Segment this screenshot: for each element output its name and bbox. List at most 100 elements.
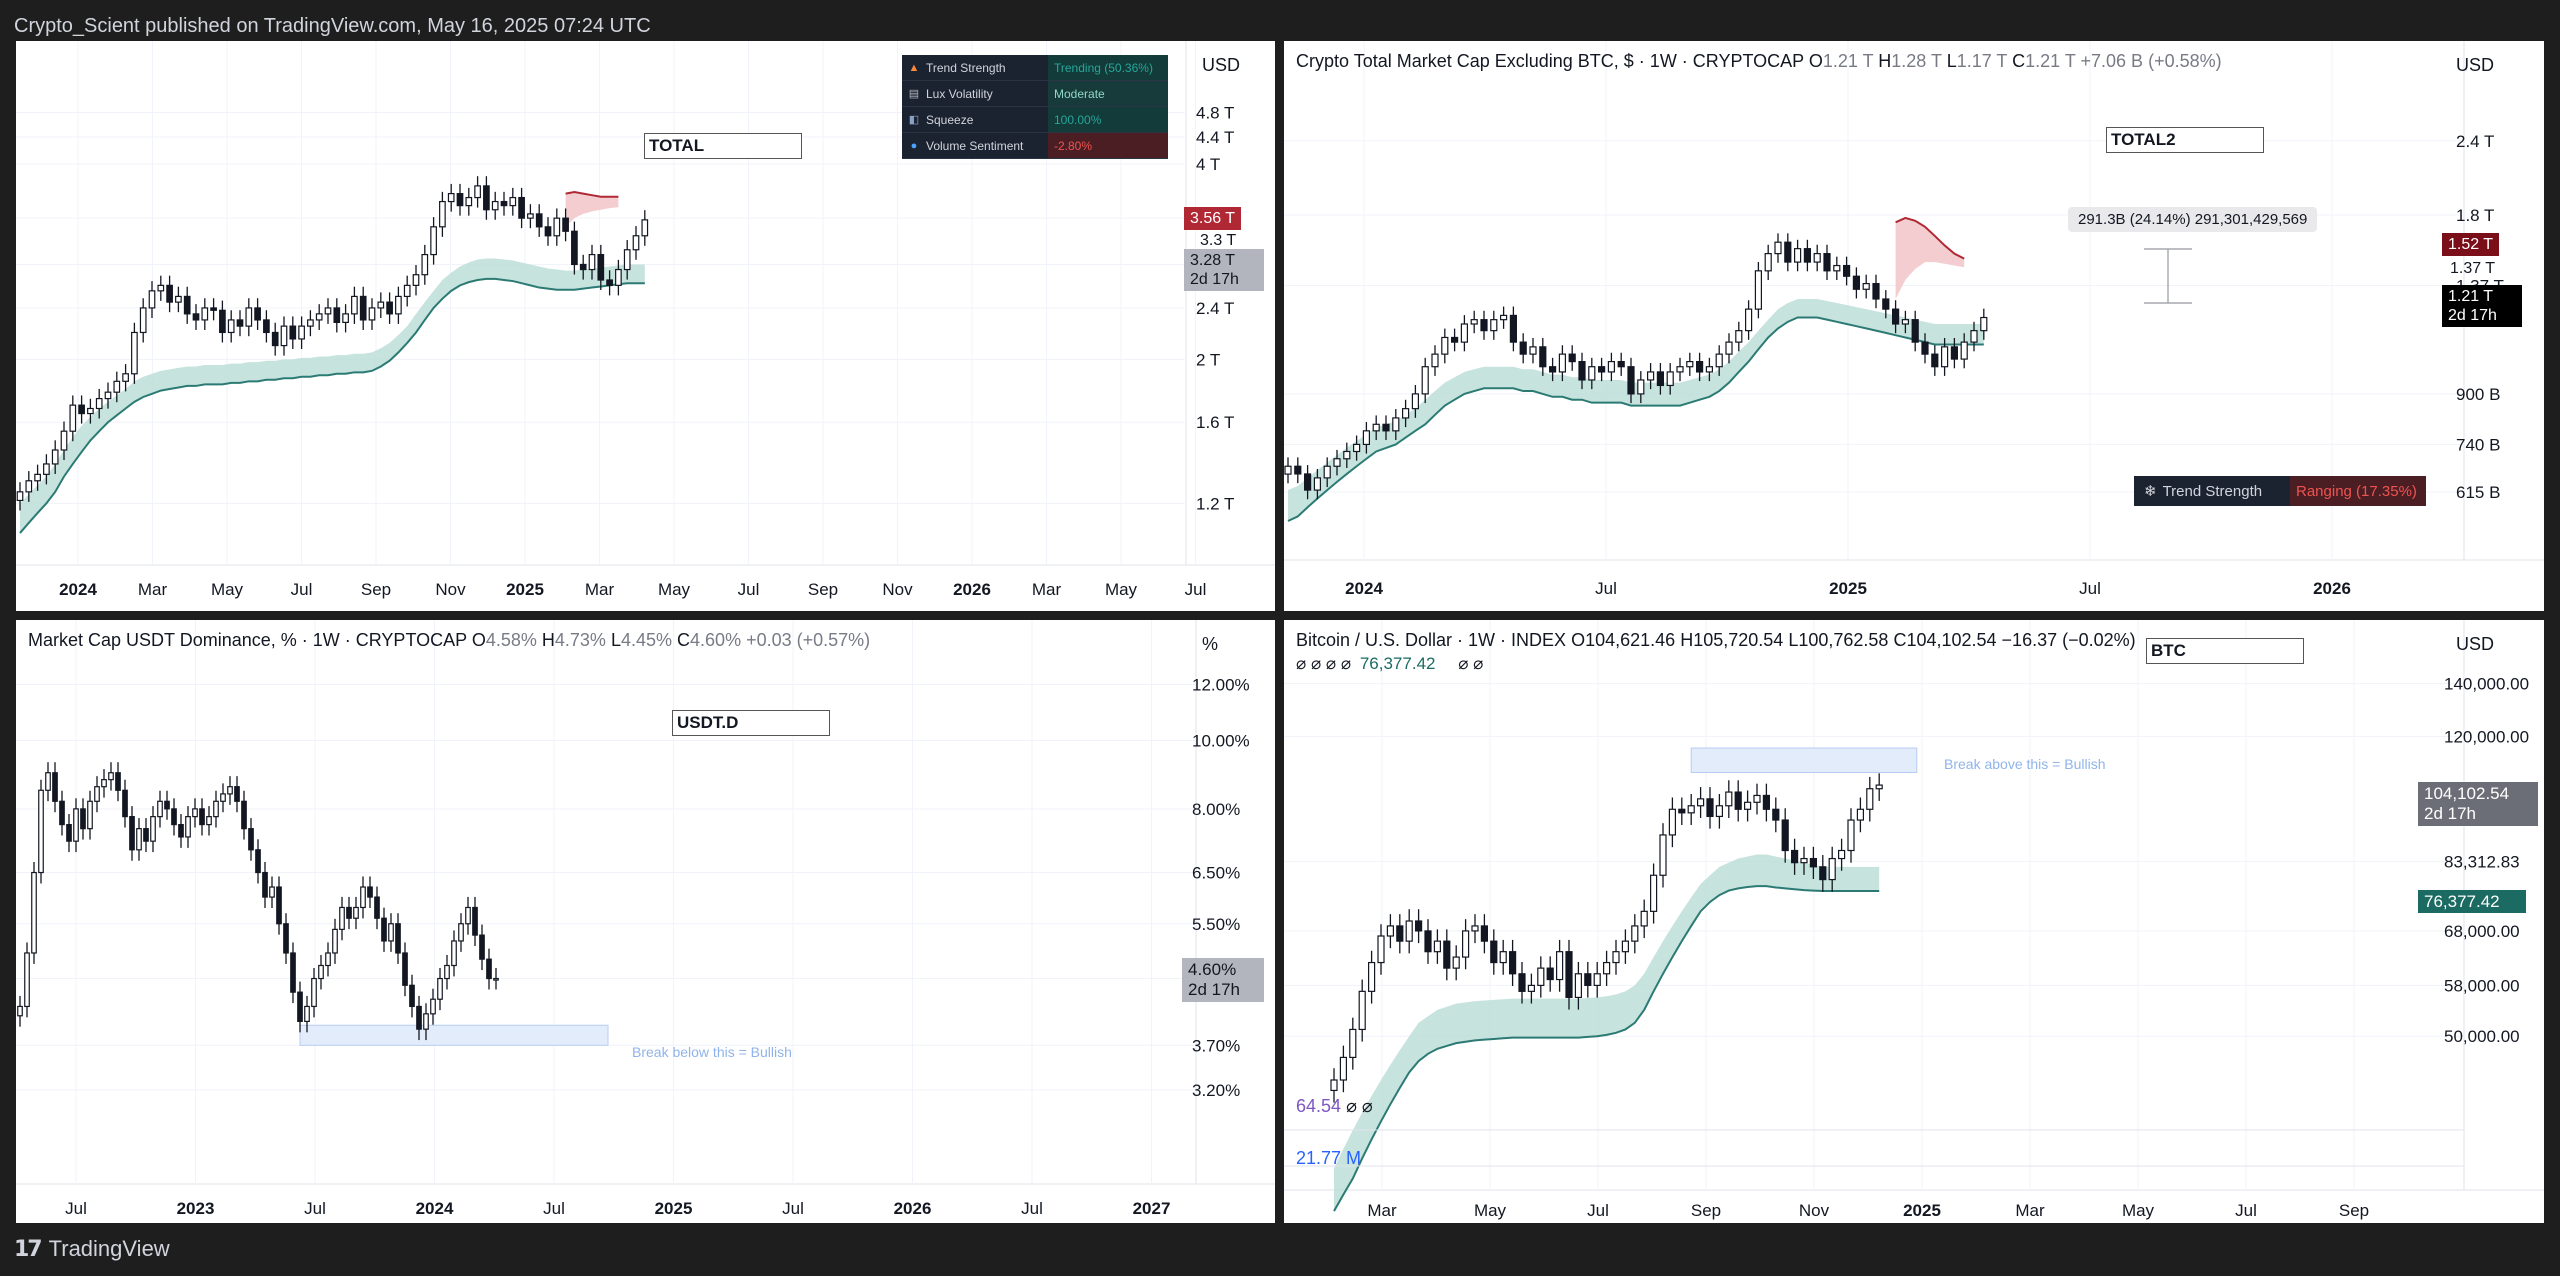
candle <box>66 823 72 842</box>
chart-panel-usdtd[interactable]: Jul 2023 Jul 2024 Jul 2025 Jul 2026 Jul 2027 12.00… <box>16 620 1275 1223</box>
trend-band <box>20 258 645 534</box>
candle <box>456 193 464 207</box>
candle <box>509 196 517 207</box>
tradingview-logo[interactable]: 17 TradingView <box>14 1236 170 1262</box>
publish-text: Crypto_Scient published on TradingView.c… <box>14 15 651 37</box>
candle <box>412 274 420 286</box>
candle <box>1441 336 1449 355</box>
chart-total-svg[interactable]: 2024 Mar May Jul Sep Nov 2025 Mar May Jul Sep Nov 20… <box>16 41 1275 611</box>
candle <box>1537 967 1545 986</box>
candle <box>1330 1079 1338 1092</box>
annotation-zone <box>1690 747 1918 773</box>
candle <box>1734 791 1742 810</box>
brand-text: TradingView <box>48 1236 170 1261</box>
x-tick-label: Jul <box>2235 1201 2257 1220</box>
candle <box>332 928 338 954</box>
candle <box>1621 940 1629 953</box>
candle <box>131 331 138 375</box>
price-tag-value: 104,102.54 <box>2424 784 2510 803</box>
measure-label: 291.3B (24.14%) 291,301,429,569 <box>2068 207 2318 232</box>
candle <box>518 196 525 219</box>
candle <box>447 193 455 203</box>
chart-total2-svg[interactable]: 2024 Jul 2025 Jul 2026 2.4 T 1.8 T 1.37 T 900 B 7… <box>1284 41 2544 611</box>
candle <box>52 772 58 802</box>
candle <box>1753 794 1761 803</box>
candle <box>351 295 358 315</box>
candle <box>113 380 121 393</box>
candle <box>1891 308 1900 325</box>
chart-usdtd-svg[interactable]: Jul 2023 Jul 2024 Jul 2025 Jul 2026 Jul 2027 12.00… <box>16 620 1275 1223</box>
candle <box>1800 857 1808 864</box>
chart-panel-total[interactable]: 2024 Mar May Jul Sep Nov 2025 Mar May Jul Sep Nov 20… <box>16 41 1275 611</box>
candle <box>359 295 367 321</box>
currency-label[interactable]: % <box>1202 634 1219 654</box>
candle <box>1882 298 1890 310</box>
y-tick-label: 1.6 T <box>1196 413 1234 432</box>
candle <box>465 196 473 207</box>
chart-btc-svg[interactable]: Mar May Jul Sep Nov 2025 Mar May Jul Sep 140,000.0… <box>1284 620 2544 1223</box>
candle <box>289 325 297 340</box>
candle <box>416 1005 422 1030</box>
candle <box>1828 857 1836 881</box>
indicator-row-volume: ● Volume Sentiment -2.80% <box>902 133 1168 159</box>
chart-panel-total2[interactable]: 2024 Jul 2025 Jul 2026 2.4 T 1.8 T 1.37 T 900 B 7… <box>1284 41 2544 611</box>
symbol-label-total: TOTAL <box>644 133 802 159</box>
candle <box>395 295 402 315</box>
candle <box>171 808 177 826</box>
candle <box>386 301 393 315</box>
x-tick-label: Mar <box>1367 1201 1397 1220</box>
symbol-label-btc: BTC <box>2146 638 2304 664</box>
candle <box>157 800 163 818</box>
x-tick-label: Nov <box>435 580 466 599</box>
candle <box>227 786 233 795</box>
candle <box>206 816 212 826</box>
candle <box>395 923 401 954</box>
candle <box>1631 925 1639 942</box>
indicator-symbols-2: ⌀ ⌀ <box>1458 654 1484 673</box>
candle <box>1911 319 1919 343</box>
candle <box>80 808 86 830</box>
currency-label[interactable]: USD <box>2456 634 2495 654</box>
candle <box>1462 930 1470 958</box>
chart-panel-btc[interactable]: Mar May Jul Sep Nov 2025 Mar May Jul Sep 140,000.0… <box>1284 620 2544 1223</box>
candle <box>1451 336 1459 343</box>
indicator-band-value: 76,377.42 <box>1359 654 1436 673</box>
publish-header: Crypto_Scient published on TradingView.c… <box>0 0 2560 40</box>
candle <box>353 906 359 919</box>
candle <box>1813 253 1821 263</box>
candle <box>423 1013 429 1030</box>
x-tick-label: 2026 <box>2313 579 2351 598</box>
candle <box>1706 798 1714 818</box>
candle <box>553 217 561 237</box>
candle <box>1696 361 1704 373</box>
candle <box>1382 423 1390 432</box>
candle <box>1333 458 1341 467</box>
candle <box>1650 874 1658 912</box>
chart-title-btc: Bitcoin / U.S. Dollar · 1W · INDEX O104,… <box>1296 630 2136 650</box>
candle <box>122 373 129 382</box>
candle <box>1470 319 1478 325</box>
candle <box>527 213 534 219</box>
candle <box>1411 393 1419 410</box>
candle <box>324 307 332 315</box>
x-tick-label: 2025 <box>1903 1201 1941 1220</box>
x-tick-label: 2025 <box>506 580 544 599</box>
x-tick-label: Nov <box>882 580 913 599</box>
currency-label[interactable]: USD <box>2456 55 2495 75</box>
candle <box>444 964 450 980</box>
x-tick-label: Mar <box>585 580 615 599</box>
currency-label[interactable]: USD <box>1202 55 1241 75</box>
candle <box>325 952 331 967</box>
trend-band <box>1334 854 1880 1212</box>
candle <box>1558 353 1566 373</box>
price-tag-red: 1.52 T <box>2442 233 2500 256</box>
price-tag-value: 3.28 T <box>1190 252 1236 269</box>
trend-band-line <box>1333 885 1880 1212</box>
candle <box>1584 973 1592 986</box>
candle <box>1705 366 1713 373</box>
candle <box>571 230 578 266</box>
y-tick-label: 1.2 T <box>1196 494 1234 513</box>
zone-annotation: Break above this = Bullish <box>1944 756 2106 772</box>
candle <box>1697 798 1705 807</box>
y-tick-label: 4 T <box>1196 155 1220 174</box>
